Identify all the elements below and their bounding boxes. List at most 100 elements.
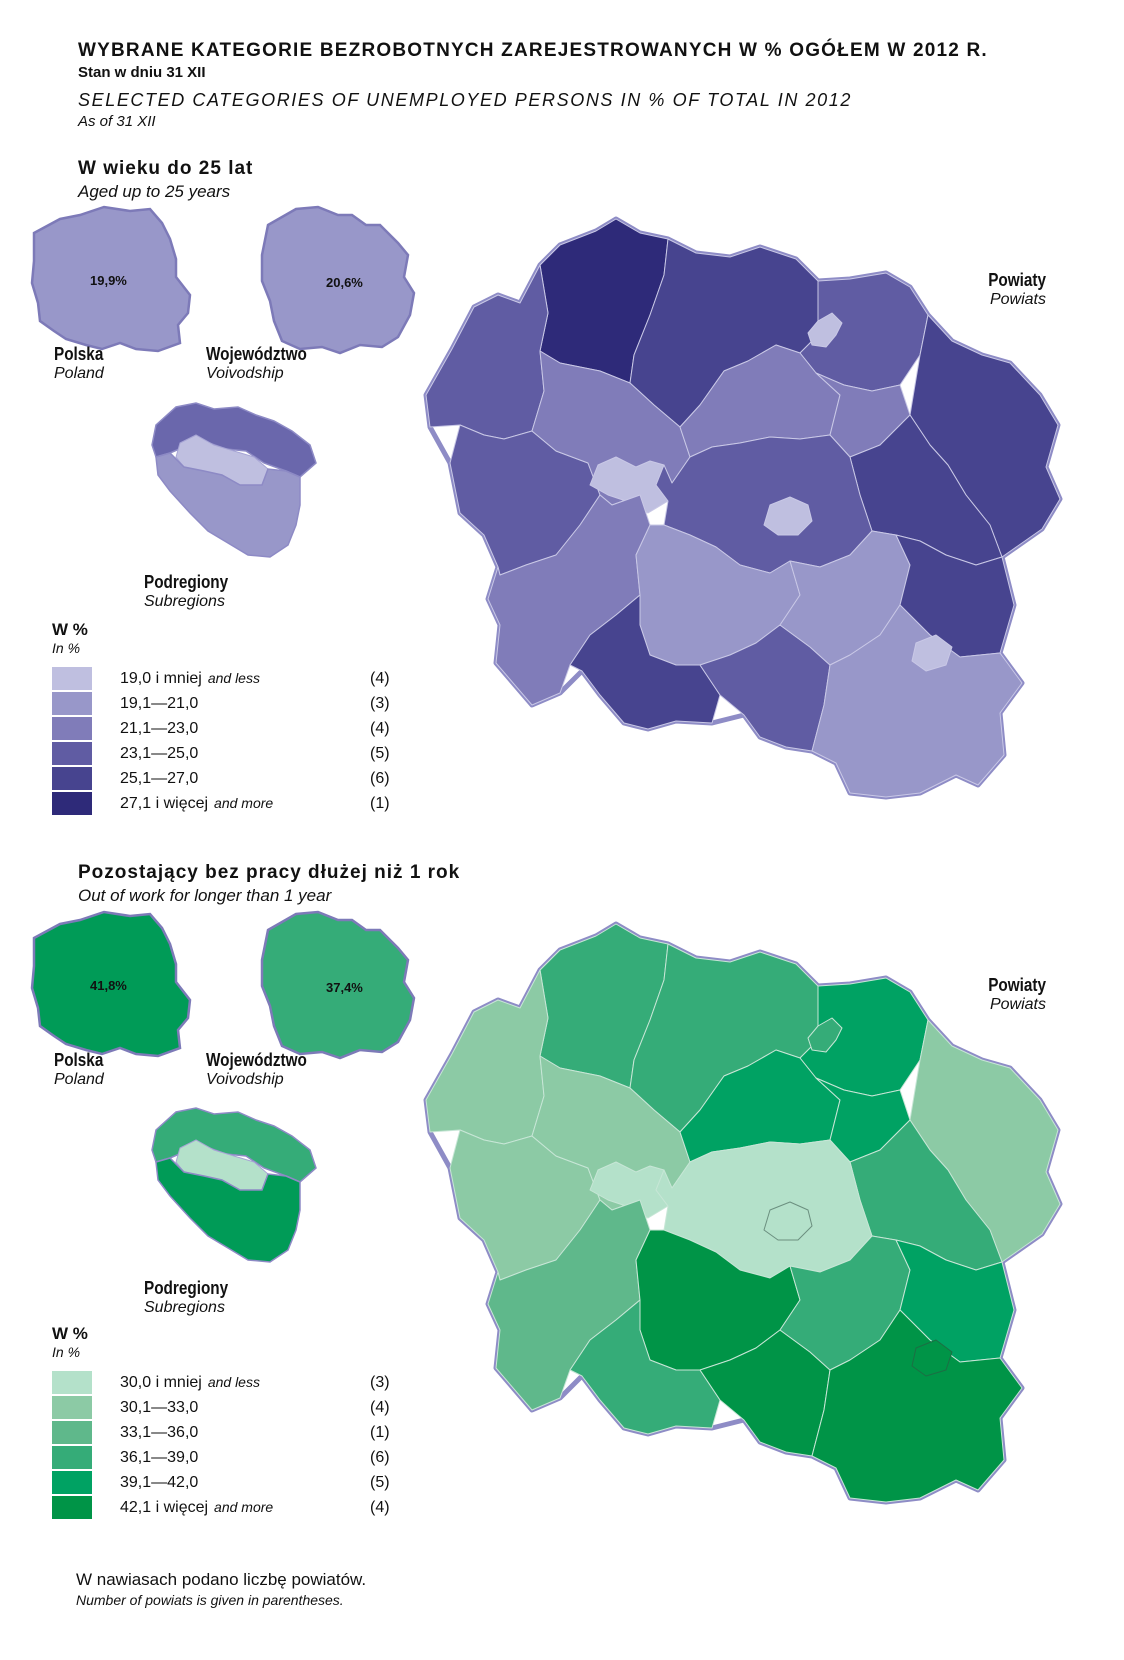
legend-range: 30,0 i mniej and less: [120, 1374, 370, 1392]
legend-head-pl: W %: [52, 1324, 88, 1343]
legend-range-label: 19,1—21,0: [120, 694, 199, 712]
legend-count: (4): [370, 1398, 390, 1416]
legend-count: (5): [370, 744, 390, 762]
legend-swatch: [52, 1396, 92, 1419]
legend-swatch: [52, 1371, 92, 1394]
poland-label-en: Poland: [54, 365, 104, 382]
page-subtitle: Stan w dniu 31 XII: [78, 64, 206, 81]
legend-row: 30,0 i mniej and less (3): [52, 1370, 390, 1395]
legend-row: 19,1—21,0 (3): [52, 691, 390, 716]
legend-swatch: [52, 767, 92, 790]
subregions-label-pl: Podregiony: [144, 572, 229, 592]
legend-range-label: 21,1—23,0: [120, 719, 199, 737]
voivodship-mini-map: [260, 205, 416, 355]
section-subtitle-youth: Aged up to 25 years: [78, 182, 231, 201]
voivodship-label-youth: Województwo Voivodship: [206, 344, 325, 383]
powiat-city-sandomierz: [911, 634, 953, 672]
powiat-city-north-east: [807, 1017, 843, 1053]
section-subtitle-longterm: Out of work for longer than 1 year: [78, 886, 332, 905]
powiats-label-en: Powiats: [989, 291, 1046, 308]
voivodship-label-en: Voivodship: [206, 1071, 284, 1088]
poland-label-longterm: Polska Poland: [54, 1050, 112, 1089]
legend-row: 19,0 i mniej and less (4): [52, 666, 390, 691]
powiat-south-east-large: [811, 1309, 1023, 1503]
powiats-map-youth: [423, 216, 1063, 800]
voivodship-label-en: Voivodship: [206, 365, 284, 382]
legend-range: 25,1—27,0: [120, 770, 370, 788]
legend-head-pl: W %: [52, 620, 88, 639]
powiats-label-youth: Powiaty Powiats: [978, 270, 1046, 309]
legend-count: (6): [370, 769, 390, 787]
legend-count: (3): [370, 694, 390, 712]
voivodship-value: 20,6%: [326, 275, 363, 290]
legend-range: 19,0 i mniej and less: [120, 670, 370, 688]
legend-count: (1): [370, 1423, 390, 1441]
powiat-city-north-east: [807, 312, 843, 348]
legend-head-en: In %: [52, 640, 81, 656]
legend-range: 23,1—25,0: [120, 745, 370, 763]
poland-value: 19,9%: [90, 273, 127, 288]
powiat-city-ostrowiec: [763, 1201, 813, 1241]
page-title-en: SELECTED CATEGORIES OF UNEMPLOYED PERSON…: [78, 90, 852, 110]
legend-count: (5): [370, 1473, 390, 1491]
legend-range-en: and more: [214, 794, 274, 811]
legend-row: 36,1—39,0 (6): [52, 1445, 390, 1470]
legend-range: 39,1—42,0: [120, 1474, 370, 1492]
poland-label-youth: Polska Poland: [54, 344, 112, 383]
legend-range: 27,1 i więcej and more: [120, 795, 370, 813]
poland-label-pl: Polska: [54, 344, 104, 364]
powiat-city-ostrowiec: [763, 496, 813, 536]
legend-swatch: [52, 1446, 92, 1469]
legend-range-label: 27,1 i więcej: [120, 794, 209, 812]
legend-row: 25,1—27,0 (6): [52, 766, 390, 791]
legend-swatch: [52, 692, 92, 715]
legend-range-label: 19,0 i mniej: [120, 669, 202, 687]
legend-swatch: [52, 1421, 92, 1444]
subregion-south: [155, 452, 301, 558]
subregions-mini-map: [151, 402, 317, 558]
voivodship-label-pl: Województwo: [206, 1050, 307, 1070]
poland-value: 41,8%: [90, 978, 127, 993]
subregions-label-en: Subregions: [144, 1299, 225, 1316]
legend-range-label: 36,1—39,0: [120, 1448, 199, 1466]
legend-range-label: 23,1—25,0: [120, 744, 199, 762]
section-title-youth: W wieku do 25 lat: [78, 158, 254, 179]
voivodship-label-longterm: Województwo Voivodship: [206, 1050, 325, 1089]
powiats-label-longterm: Powiaty Powiats: [978, 975, 1046, 1014]
legend-count: (4): [370, 719, 390, 737]
legend-range-en: and more: [214, 1498, 274, 1515]
legend-swatch: [52, 1471, 92, 1494]
legend-longterm: W % In % 30,0 i mniej and less (3) 30,1—33,…: [52, 1324, 390, 1520]
page-subtitle-en: As of 31 XII: [78, 113, 156, 130]
poland-label-en: Poland: [54, 1071, 104, 1088]
page-title: WYBRANE KATEGORIE BEZROBOTNYCH ZAREJESTR…: [78, 40, 988, 61]
legend-count: (1): [370, 794, 390, 812]
voivodship-value: 37,4%: [326, 980, 363, 995]
powiats-map-longterm: [423, 921, 1063, 1505]
poland-mini-map: [30, 205, 192, 353]
powiat-southeast: [895, 1239, 1015, 1363]
powiats-label-en: Powiats: [989, 996, 1046, 1013]
legend-range: 42,1 i więcej and more: [120, 1499, 370, 1517]
subregions-label-pl: Podregiony: [144, 1278, 229, 1298]
legend-range: 19,1—21,0: [120, 695, 370, 713]
subregions-label-longterm: Podregiony Subregions: [144, 1278, 243, 1317]
legend-row: 39,1—42,0 (5): [52, 1470, 390, 1495]
legend-items: 30,0 i mniej and less (3) 30,1—33,0 (4) 33,1—…: [52, 1370, 390, 1520]
powiat-city-sandomierz: [911, 1339, 953, 1377]
section-title-longterm: Pozostający bez pracy dłużej niż 1 rok: [78, 862, 461, 883]
powiat-south-west-dark: [569, 594, 721, 730]
legend-swatch: [52, 742, 92, 765]
powiats-label-pl: Powiaty: [988, 270, 1046, 290]
legend-row: 27,1 i więcej and more (1): [52, 791, 390, 816]
legend-range: 30,1—33,0: [120, 1399, 370, 1417]
legend-range-label: 30,1—33,0: [120, 1398, 199, 1416]
legend-count: (3): [370, 1373, 390, 1391]
legend-row: 23,1—25,0 (5): [52, 741, 390, 766]
legend-range-en: and less: [207, 669, 260, 686]
legend-range-en: and less: [207, 1373, 260, 1390]
subregions-label-youth: Podregiony Subregions: [144, 572, 243, 611]
poland-label-pl: Polska: [54, 1050, 104, 1070]
legend-range-label: 25,1—27,0: [120, 769, 199, 787]
legend-row: 21,1—23,0 (4): [52, 716, 390, 741]
